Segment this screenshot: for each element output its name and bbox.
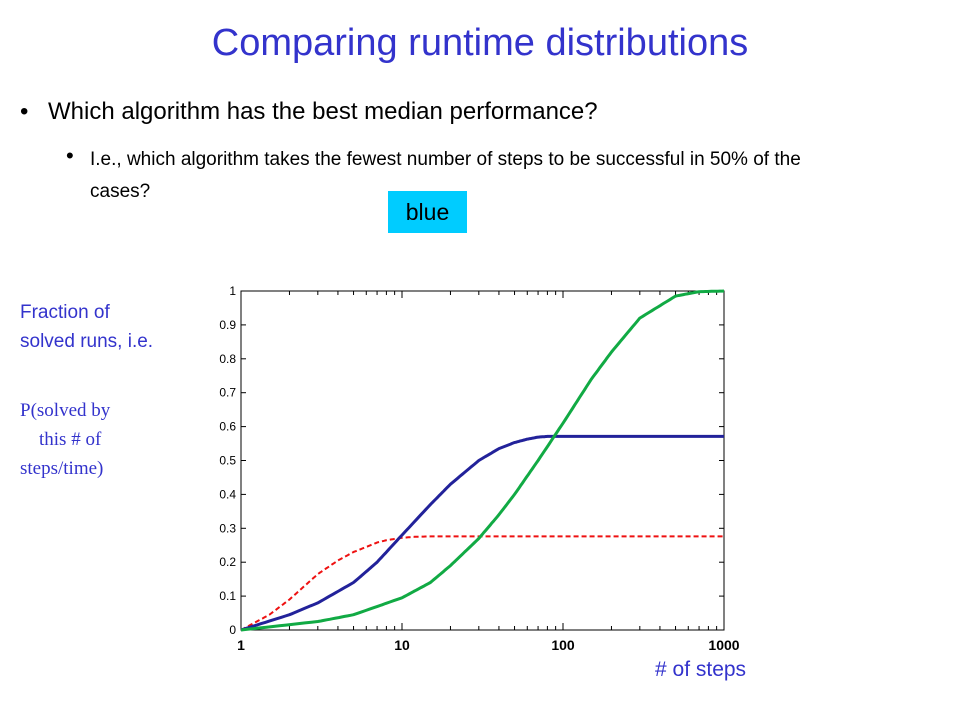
y-tick-label: 0.7	[219, 386, 236, 400]
x-axis-label: # of steps	[655, 658, 747, 681]
y-tick-label: 0.3	[219, 521, 236, 535]
y-tick-label: 0.6	[219, 420, 236, 434]
y-axis-label-line1: Fraction of	[20, 302, 110, 323]
bullet-dot: •	[66, 143, 74, 168]
y-tick-label: 0.5	[219, 454, 236, 468]
runtime-distribution-chart: 0 0.1 0.2 0.3 0.4 0.5 0.6 0.7 0.8 0.9 1 1 10 100 1000	[219, 284, 739, 653]
x-tick-label: 100	[551, 637, 575, 653]
bullet-dot: •	[20, 98, 29, 125]
plot-frame	[240, 290, 725, 631]
slide-title: Comparing runtime distributions	[211, 22, 749, 64]
y-axis-formula: P(solved by this # of steps/time)	[20, 400, 111, 479]
y-tick-label: 0.9	[219, 318, 236, 332]
y-axis-label: Fraction of solved runs, i.e.	[20, 298, 153, 356]
bullet-main-text: Which algorithm has the best median perf…	[48, 98, 598, 125]
x-tick-label: 1000	[708, 637, 739, 653]
y-tick-label: 0.8	[219, 352, 236, 366]
y-tick-label: 0.4	[219, 487, 236, 501]
y-tick-label: 0.1	[219, 589, 236, 603]
answer-box: blue	[388, 191, 467, 233]
series-line-3	[240, 289, 725, 632]
y-tick-label: 1	[229, 284, 236, 298]
series-line-2	[240, 434, 724, 632]
y-tick-label: 0.2	[219, 555, 236, 569]
y-tick-label: 0	[229, 623, 236, 637]
x-tick-label: 10	[394, 637, 410, 653]
y-axis-label-line2: solved runs, i.e.	[20, 331, 154, 352]
bullet-sub-text: I.e., which algorithm takes the fewest n…	[90, 149, 801, 202]
x-tick-label: 1	[237, 637, 245, 653]
